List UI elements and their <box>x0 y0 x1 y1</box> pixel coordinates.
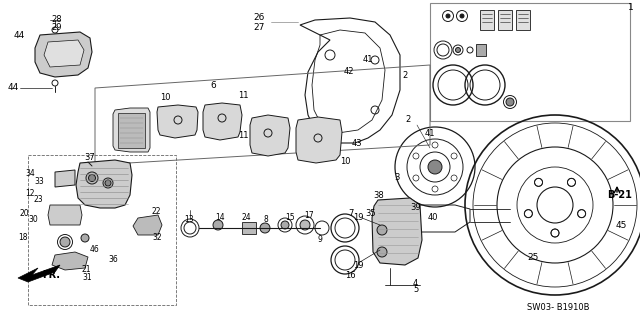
Bar <box>242 222 256 234</box>
Text: 11: 11 <box>238 131 248 140</box>
Circle shape <box>103 178 113 188</box>
Text: 45: 45 <box>616 220 627 229</box>
Text: 11: 11 <box>238 91 248 100</box>
Polygon shape <box>203 103 242 140</box>
Polygon shape <box>76 160 132 208</box>
FancyBboxPatch shape <box>516 10 530 30</box>
Text: 20: 20 <box>20 209 29 218</box>
Text: 26: 26 <box>253 13 264 23</box>
Text: 22: 22 <box>152 207 161 217</box>
Text: 12: 12 <box>25 189 35 198</box>
Text: 2: 2 <box>402 70 407 79</box>
Circle shape <box>456 48 461 53</box>
Text: 46: 46 <box>90 244 100 254</box>
Circle shape <box>460 14 464 18</box>
Circle shape <box>534 178 543 186</box>
Circle shape <box>105 180 111 186</box>
Text: 32: 32 <box>152 234 162 242</box>
Text: 33: 33 <box>34 176 44 186</box>
Text: FR.: FR. <box>42 270 60 280</box>
Circle shape <box>506 98 514 106</box>
Text: 8: 8 <box>263 216 268 225</box>
Circle shape <box>568 178 575 186</box>
Text: 41: 41 <box>363 56 374 64</box>
Circle shape <box>260 223 270 233</box>
Polygon shape <box>113 108 150 152</box>
Text: 38: 38 <box>373 191 384 201</box>
Circle shape <box>428 160 442 174</box>
Text: 10: 10 <box>160 93 170 101</box>
Text: 3: 3 <box>394 173 399 182</box>
Circle shape <box>213 220 223 230</box>
Text: 4: 4 <box>413 278 419 287</box>
Text: 1: 1 <box>628 4 634 12</box>
Text: 15: 15 <box>285 212 294 221</box>
Text: 13: 13 <box>184 216 194 225</box>
Bar <box>430 3 630 121</box>
Polygon shape <box>250 115 290 156</box>
Text: 14: 14 <box>215 213 225 222</box>
Circle shape <box>578 210 586 218</box>
FancyBboxPatch shape <box>498 10 512 30</box>
Text: B-21: B-21 <box>607 190 632 200</box>
Circle shape <box>60 237 70 247</box>
Text: 21: 21 <box>82 265 92 275</box>
Text: 5: 5 <box>413 286 419 294</box>
Text: 43: 43 <box>352 138 363 147</box>
Text: 19: 19 <box>353 261 364 270</box>
Polygon shape <box>48 205 82 225</box>
Text: 25: 25 <box>527 254 538 263</box>
Text: 40: 40 <box>428 213 438 222</box>
Circle shape <box>88 174 95 182</box>
Text: 44: 44 <box>8 84 19 93</box>
Text: 10: 10 <box>340 157 351 166</box>
Polygon shape <box>18 265 60 282</box>
Circle shape <box>281 221 289 229</box>
Text: 24: 24 <box>242 213 252 222</box>
Polygon shape <box>35 32 92 77</box>
Text: 37: 37 <box>84 152 95 161</box>
Polygon shape <box>55 170 75 187</box>
Text: 31: 31 <box>82 273 92 283</box>
Text: 28: 28 <box>51 16 61 25</box>
Polygon shape <box>372 198 422 265</box>
Circle shape <box>86 172 98 184</box>
Polygon shape <box>157 105 198 138</box>
Text: 36: 36 <box>108 256 118 264</box>
Text: 6: 6 <box>210 81 216 91</box>
Bar <box>28 155 176 305</box>
Polygon shape <box>133 215 162 235</box>
FancyBboxPatch shape <box>480 10 494 30</box>
Text: 7: 7 <box>348 209 353 218</box>
Circle shape <box>300 220 310 230</box>
Text: 30: 30 <box>28 216 38 225</box>
Text: 35: 35 <box>365 209 376 218</box>
Circle shape <box>551 229 559 237</box>
Text: 27: 27 <box>253 23 264 32</box>
Text: 19: 19 <box>353 213 364 222</box>
Text: 18: 18 <box>18 234 28 242</box>
Text: 2: 2 <box>405 115 410 124</box>
Circle shape <box>524 210 532 218</box>
Circle shape <box>446 14 450 18</box>
Text: 44: 44 <box>14 31 25 40</box>
FancyBboxPatch shape <box>476 44 486 56</box>
Polygon shape <box>118 113 145 148</box>
Text: 23: 23 <box>34 196 44 204</box>
Text: 29: 29 <box>51 24 61 33</box>
Polygon shape <box>44 40 84 67</box>
Circle shape <box>377 225 387 235</box>
Circle shape <box>377 247 387 257</box>
Polygon shape <box>52 252 88 270</box>
Circle shape <box>81 234 89 242</box>
Text: 34: 34 <box>25 169 35 179</box>
Text: 9: 9 <box>318 235 323 244</box>
Text: 41: 41 <box>425 129 435 137</box>
Text: 17: 17 <box>304 211 314 219</box>
Text: 42: 42 <box>344 68 355 77</box>
Text: 39: 39 <box>410 203 420 211</box>
Text: 16: 16 <box>345 271 356 279</box>
Polygon shape <box>296 117 342 163</box>
Text: SW03- B1910B: SW03- B1910B <box>527 303 589 313</box>
